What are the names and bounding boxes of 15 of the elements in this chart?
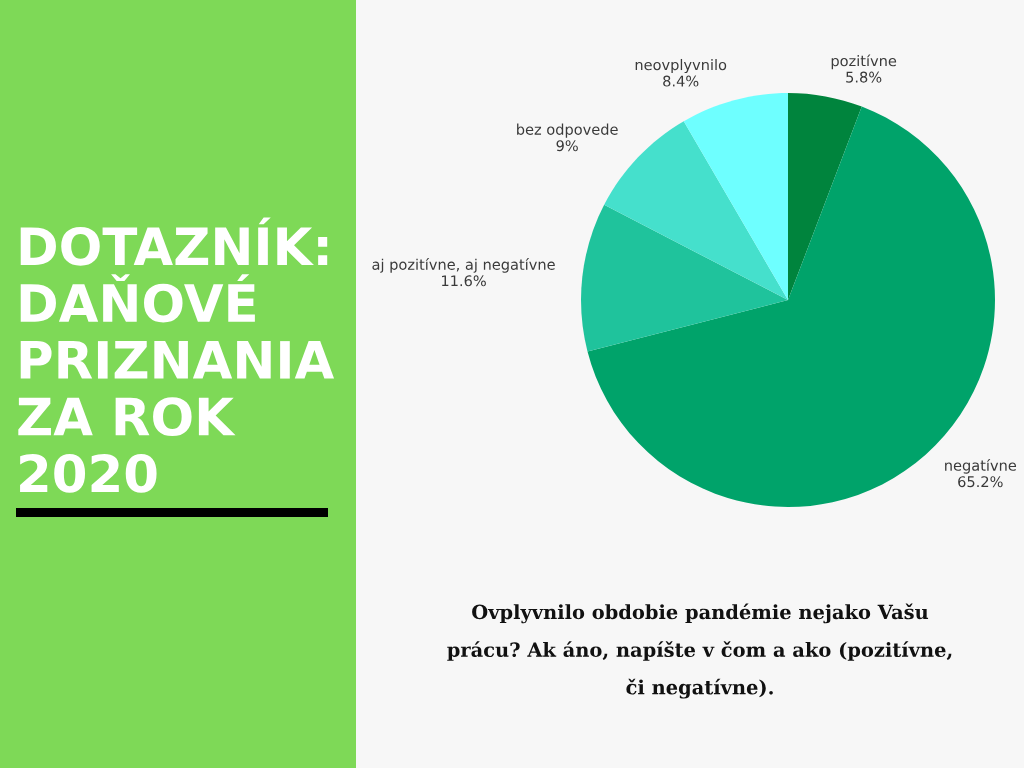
pie-slice — [683, 93, 788, 300]
data-label: 9% — [556, 140, 578, 152]
text: DOTAZNÍK: DAŇOVÉ PRIZNANIA ZA ROK 2020 — [18, 217, 335, 493]
data-label: 11.6% — [442, 275, 486, 287]
data-label: 8.4% — [663, 75, 699, 87]
pie-slice — [581, 204, 788, 352]
text: Ovplyvnilo obdobie pandémie nejako Vašu prácu? Ak áno, napíšte v čom a ako (pozitívne, či negatívne). — [447, 603, 952, 699]
slice-label: aj pozitívne, aj negatívne — [372, 258, 555, 273]
slice-label: bez odpovede — [517, 123, 618, 138]
data-label: 65.2% — [958, 476, 1003, 488]
slice-label: pozitívne — [831, 54, 897, 70]
data-label: 5.8% — [846, 71, 882, 83]
slice-label: neovplyvnilo — [635, 58, 727, 74]
slice-label: negatívne — [945, 458, 1017, 474]
pie-slice — [788, 93, 862, 300]
